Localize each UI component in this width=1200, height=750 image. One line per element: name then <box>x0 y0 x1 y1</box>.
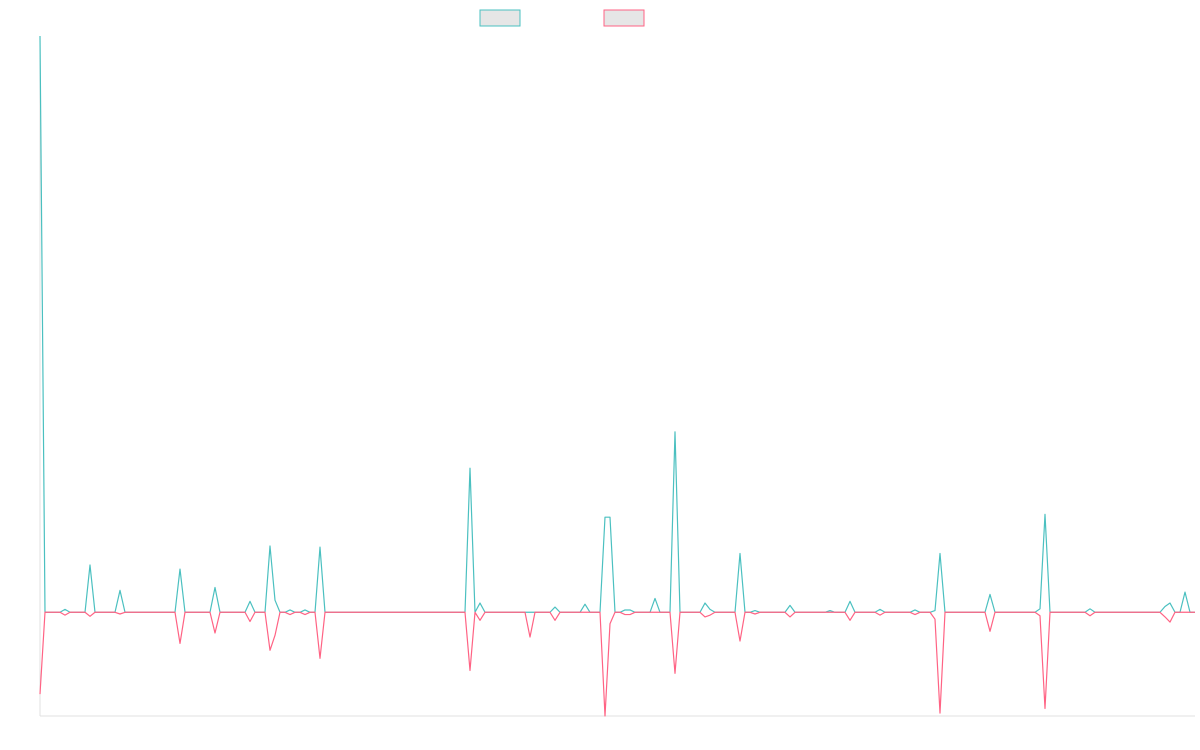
series-line <box>39 35 1195 613</box>
legend-swatch <box>479 9 521 27</box>
legend-swatch <box>603 9 645 27</box>
series-line <box>39 611 1195 717</box>
